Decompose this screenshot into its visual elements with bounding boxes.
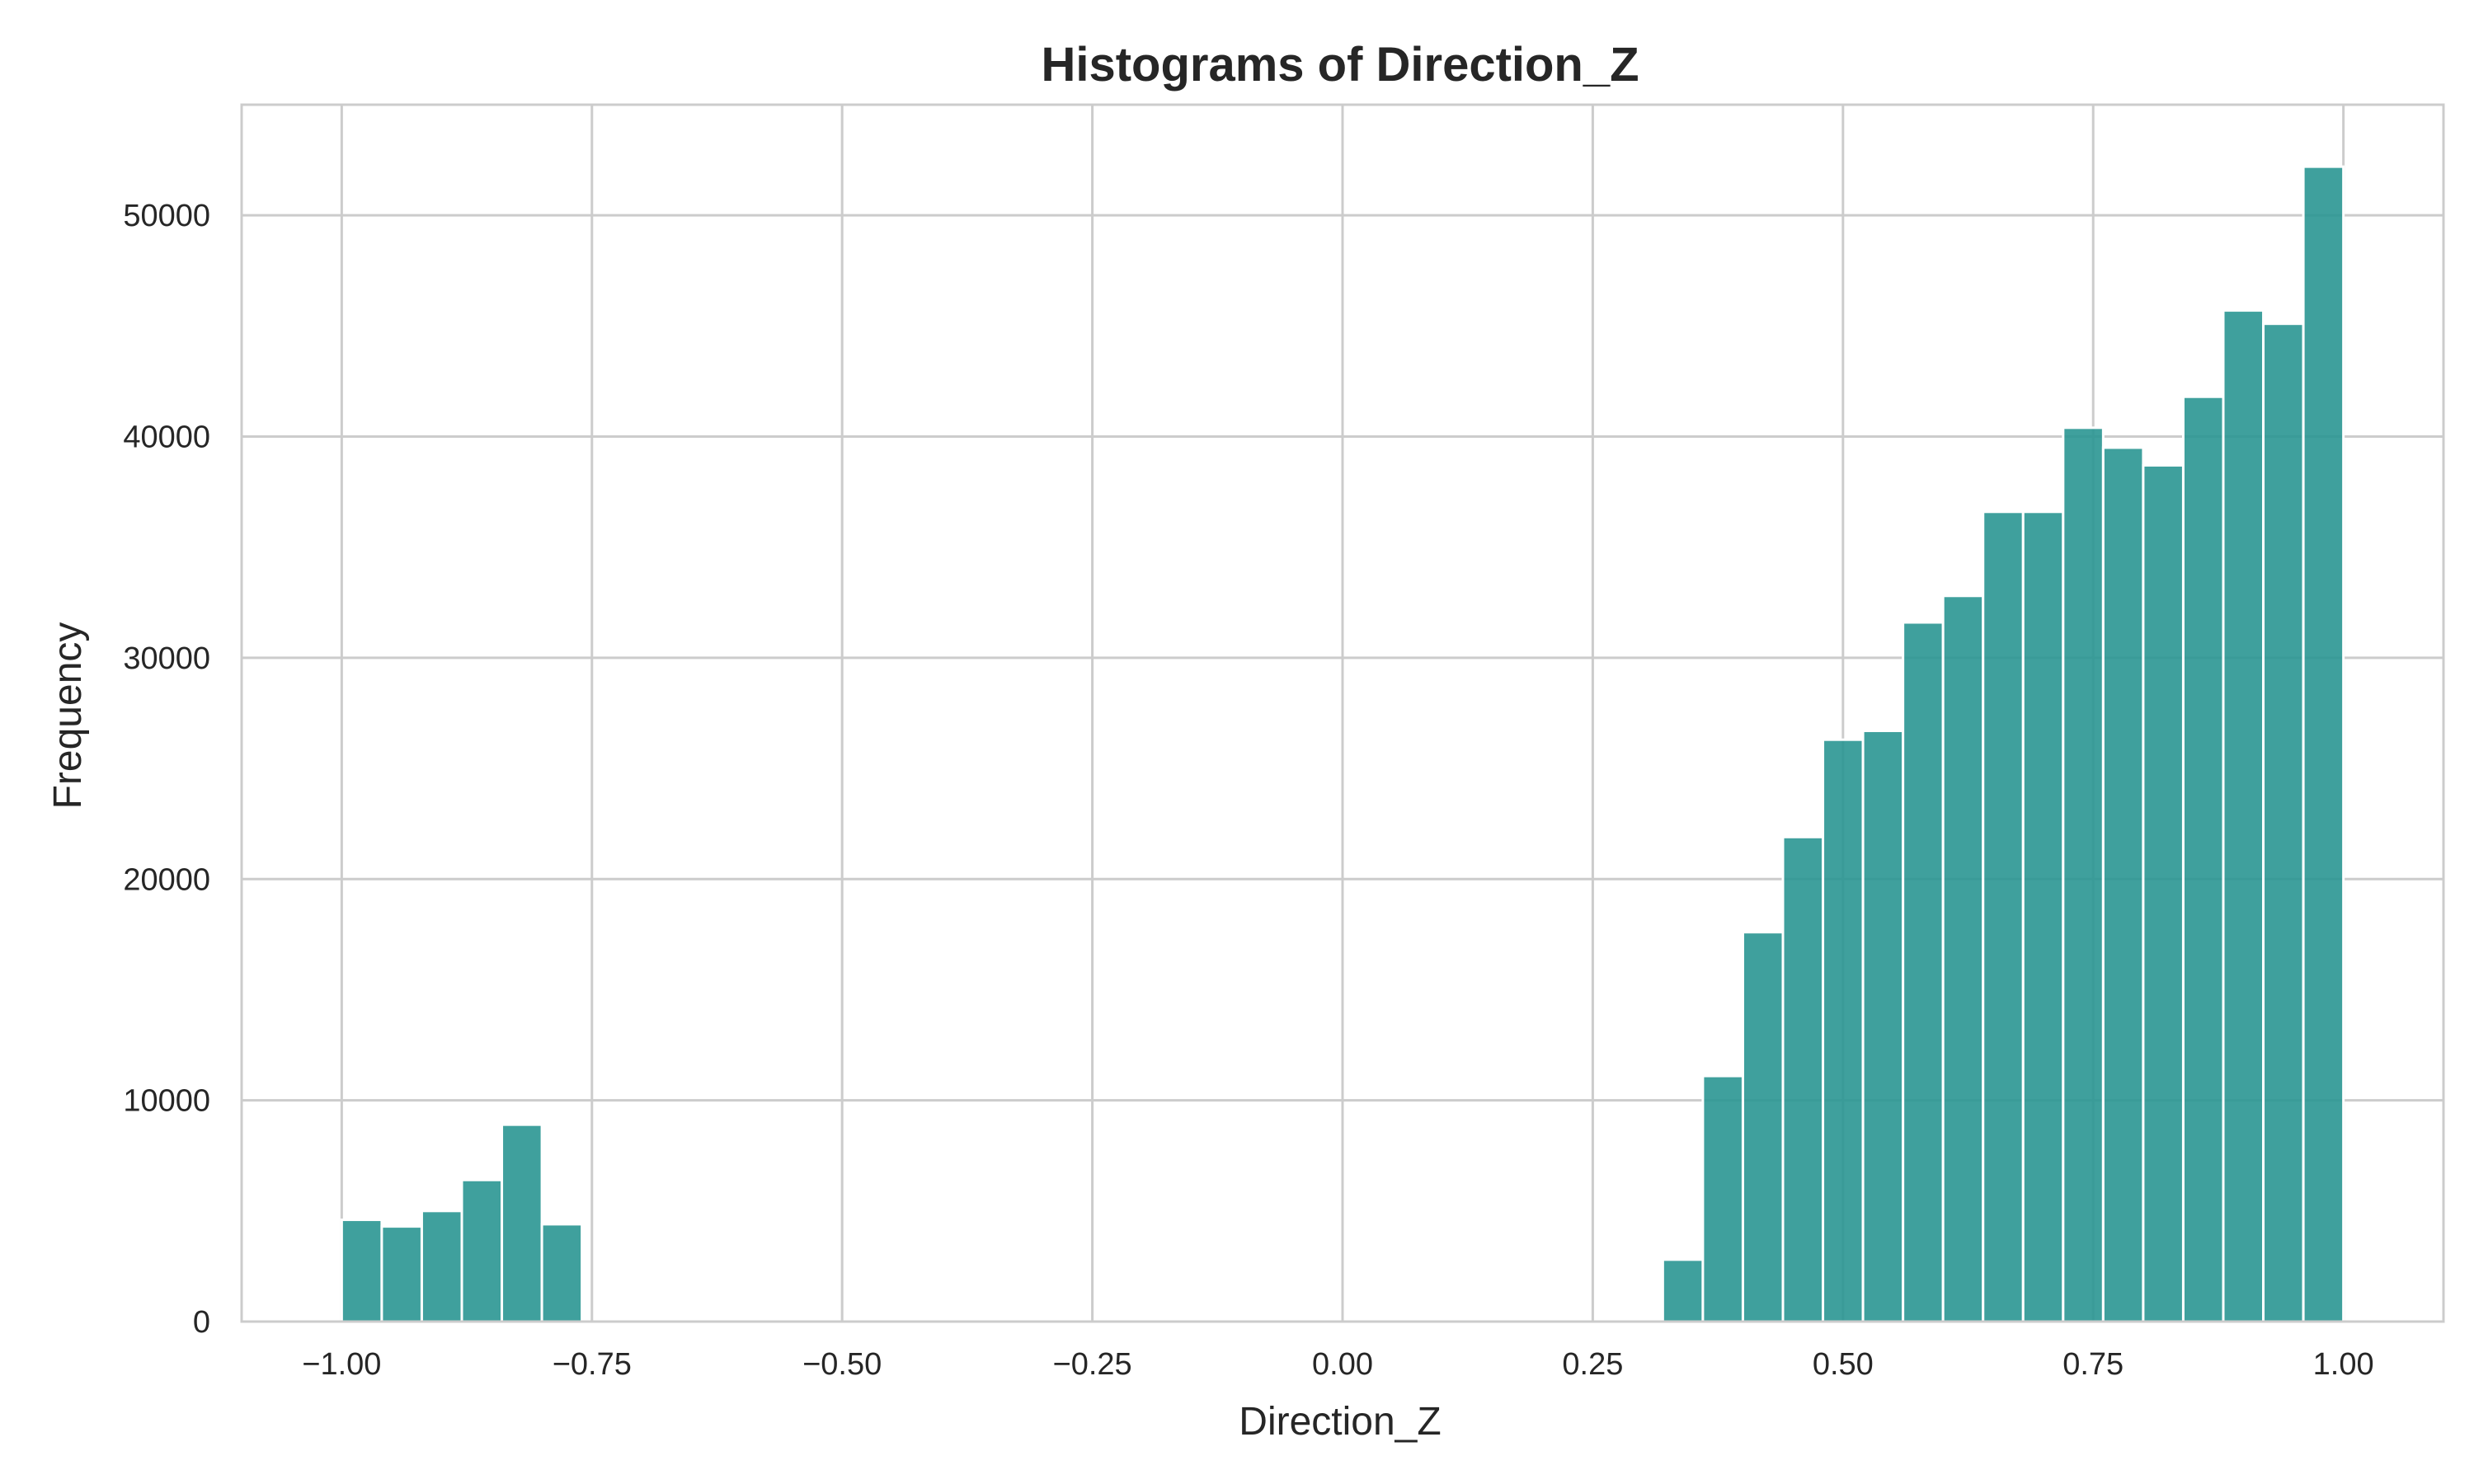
y-tick-label: 0 — [193, 1305, 210, 1340]
histogram-bar — [460, 1178, 504, 1323]
histogram-bar — [420, 1209, 463, 1323]
x-tick-label: 1.00 — [2313, 1347, 2374, 1382]
histogram-bar — [540, 1223, 584, 1323]
histogram-bar — [1902, 621, 1945, 1323]
chart-title: Histograms of Direction_Z — [1041, 38, 1639, 92]
x-tick-label: −1.00 — [302, 1347, 381, 1382]
bars — [340, 165, 2345, 1323]
x-tick-labels: −1.00 −0.75 −0.50 −0.25 0.00 0.25 0.50 0.75 1.00 — [302, 1347, 2373, 1382]
histogram-bar — [1982, 510, 2025, 1323]
y-tick-label: 20000 — [123, 862, 210, 897]
histogram-bar — [1741, 931, 1785, 1323]
x-tick-label: 0.25 — [1562, 1347, 1623, 1382]
histogram-bar — [2021, 510, 2065, 1323]
histogram-bar — [2101, 446, 2145, 1323]
x-tick-label: 0.00 — [1312, 1347, 1373, 1382]
histogram-bar — [340, 1219, 383, 1323]
y-tick-label: 50000 — [123, 199, 210, 233]
histogram-bar — [380, 1225, 423, 1323]
histogram-bar — [1822, 738, 1865, 1323]
x-tick-label: −0.50 — [802, 1347, 882, 1382]
x-tick-label: −0.25 — [1053, 1347, 1132, 1382]
histogram-bar — [1701, 1074, 1744, 1323]
histogram-bar — [2181, 395, 2225, 1323]
y-tick-label: 30000 — [123, 641, 210, 676]
histogram-bar — [2142, 463, 2185, 1323]
histogram-bar — [1861, 729, 1905, 1323]
histogram-bar — [1661, 1258, 1705, 1323]
y-tick-label: 10000 — [123, 1084, 210, 1119]
x-tick-label: 0.50 — [1813, 1347, 1874, 1382]
x-tick-label: 0.75 — [2062, 1347, 2124, 1382]
x-tick-label: −0.75 — [553, 1347, 632, 1382]
y-axis-label: Frequency — [46, 622, 90, 810]
histogram-bar — [1941, 594, 1985, 1323]
y-tick-labels: 0 10000 20000 30000 40000 50000 — [123, 199, 210, 1340]
histogram-bar — [2222, 309, 2265, 1323]
histogram-bar — [1781, 835, 1825, 1323]
x-axis-label: Direction_Z — [1239, 1400, 1441, 1444]
plot-frame — [240, 103, 2445, 1323]
y-tick-label: 40000 — [123, 420, 210, 455]
histogram-bar — [2302, 165, 2345, 1323]
histogram-bar — [2062, 426, 2105, 1323]
histogram-bar — [501, 1123, 543, 1323]
histogram-bar — [2262, 322, 2305, 1323]
